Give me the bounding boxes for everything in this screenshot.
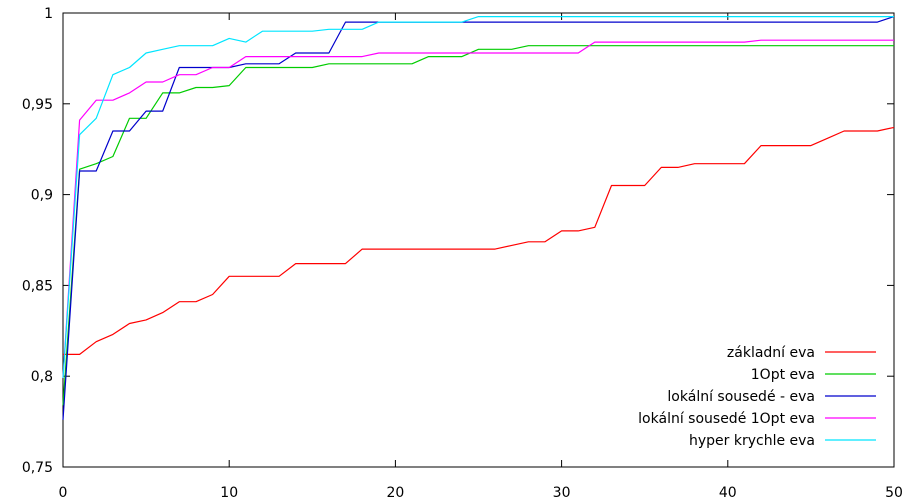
x-tick-label: 40 (719, 485, 737, 501)
y-tick-label: 0,8 (31, 369, 53, 385)
y-tick-label: 0,85 (22, 278, 53, 294)
x-tick-label: 50 (885, 485, 903, 501)
x-tick-label: 10 (220, 485, 238, 501)
y-tick-label: 1 (44, 6, 53, 22)
legend-label: 1Opt eva (751, 367, 815, 383)
y-tick-label: 0,95 (22, 97, 53, 113)
y-tick-label: 0,9 (31, 188, 53, 204)
legend: základní eva 1Opt eva lokální sousedé - ev… (638, 345, 876, 449)
series-lines (62, 16, 895, 420)
y-tick-label: 0,75 (22, 460, 53, 476)
legend-label: základní eva (727, 345, 815, 361)
legend-label: hyper krychle eva (689, 433, 815, 449)
series-line-1 (63, 126, 895, 355)
plot-frame (62, 12, 895, 468)
legend-label: lokální sousedé 1Opt eva (638, 411, 815, 427)
series-line-2 (62, 45, 894, 406)
series-line-5 (62, 16, 894, 379)
series-line-3 (62, 16, 895, 420)
x-tick-label: 0 (59, 485, 68, 501)
x-tick-label: 20 (386, 485, 404, 501)
series-line-4 (62, 39, 894, 379)
x-tick-label: 30 (553, 485, 571, 501)
legend-label: lokální sousedé - eva (667, 389, 815, 405)
